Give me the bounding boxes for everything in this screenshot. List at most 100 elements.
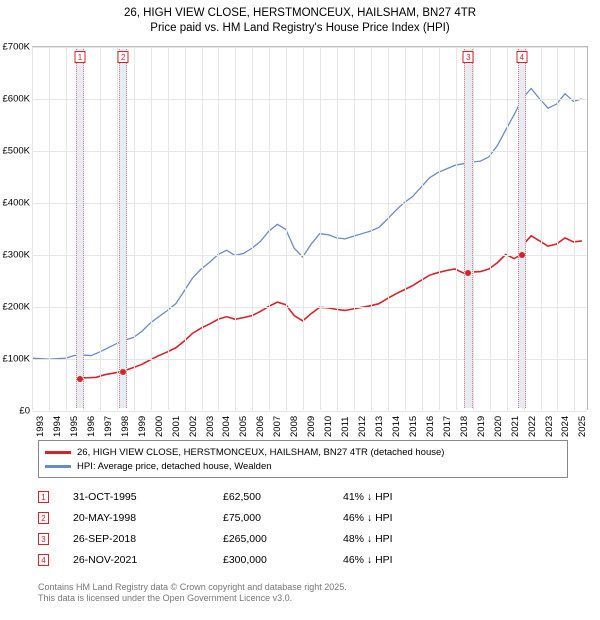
x-axis-label: 2024 xyxy=(560,416,571,437)
legend-label-hpi: HPI: Average price, detached house, Weal… xyxy=(77,461,272,472)
gridline-v xyxy=(252,47,253,410)
transaction-date: 20-MAY-1998 xyxy=(73,512,223,524)
transaction-diff: 41% ↓ HPI xyxy=(343,491,463,503)
gridline-v xyxy=(185,47,186,410)
x-axis-label: 2023 xyxy=(544,416,555,437)
x-axis-label: 1993 xyxy=(35,416,46,437)
gridline-v xyxy=(337,47,338,410)
gridline-v xyxy=(303,47,304,410)
transactions-table: 131-OCT-1995£62,50041% ↓ HPI 2 20-MAY-1998… xyxy=(38,486,568,570)
x-axis-label: 2008 xyxy=(289,416,300,437)
gridline-v xyxy=(269,47,270,410)
title-line-1: 26, HIGH VIEW CLOSE, HERSTMONCEUX, HAILS… xyxy=(0,6,600,21)
gridline-v xyxy=(49,47,50,410)
chart-series-svg xyxy=(32,47,587,410)
gridline-v xyxy=(320,47,321,410)
y-axis-label: £500K xyxy=(0,146,30,157)
transaction-marker: 4 xyxy=(516,51,527,63)
legend-row-paid: 26, HIGH VIEW CLOSE, HERSTMONCEUX, HAILS… xyxy=(45,445,561,459)
x-axis-label: 2005 xyxy=(238,416,249,437)
gridline-h xyxy=(32,47,587,48)
transaction-date: 26-SEP-2018 xyxy=(73,533,223,545)
x-axis-label: 2017 xyxy=(442,416,453,437)
transaction-diff: 46% ↓ HPI xyxy=(343,512,463,524)
transaction-row: 326-SEP-2018£265,00048% ↓ HPI xyxy=(38,528,568,549)
x-axis-label: 2022 xyxy=(527,416,538,437)
transaction-date: 26-NOV-2021 xyxy=(73,554,223,566)
gridline-v xyxy=(388,47,389,410)
x-axis-label: 2016 xyxy=(425,416,436,437)
gridline-v xyxy=(439,47,440,410)
transaction-marker: 2 xyxy=(118,51,129,63)
x-axis-label: 2018 xyxy=(459,416,470,437)
x-axis-label: 2012 xyxy=(357,416,368,437)
gridline-h xyxy=(32,203,587,204)
legend-swatch-paid xyxy=(45,451,71,454)
x-axis-label: 2011 xyxy=(340,417,351,437)
transaction-diff: 46% ↓ HPI xyxy=(343,554,463,566)
transaction-badge: 4 xyxy=(38,554,49,566)
gridline-h xyxy=(32,359,587,360)
chart-container: 26, HIGH VIEW CLOSE, HERSTMONCEUX, HAILS… xyxy=(0,0,600,620)
gridline-v xyxy=(66,47,67,410)
gridline-v xyxy=(235,47,236,410)
gridline-v xyxy=(473,47,474,410)
gridline-v xyxy=(354,47,355,410)
x-axis-label: 2010 xyxy=(323,416,334,437)
transaction-row: 131-OCT-1995£62,50041% ↓ HPI xyxy=(38,486,568,507)
transaction-marker: 3 xyxy=(463,51,474,63)
y-axis-label: £600K xyxy=(0,94,30,105)
gridline-h xyxy=(32,307,587,308)
x-axis-label: 2014 xyxy=(391,416,402,437)
transaction-badge: 1 xyxy=(38,491,49,503)
transaction-price: £62,500 xyxy=(223,491,343,503)
x-axis-label: 2013 xyxy=(374,416,385,437)
transaction-badge: 2 xyxy=(38,512,49,524)
gridline-v xyxy=(541,47,542,410)
x-axis-label: 2000 xyxy=(154,416,165,437)
gridline-v xyxy=(218,47,219,410)
transaction-marker: 1 xyxy=(74,51,85,63)
transaction-dot xyxy=(77,376,83,382)
gridline-v xyxy=(117,47,118,410)
transaction-dot xyxy=(465,270,471,276)
gridline-v xyxy=(134,47,135,410)
gridline-h xyxy=(32,411,587,412)
gridline-h xyxy=(32,151,587,152)
gridline-h xyxy=(32,255,587,256)
gridline-h xyxy=(32,99,587,100)
transaction-row: 426-NOV-2021£300,00046% ↓ HPI xyxy=(38,549,568,570)
title-block: 26, HIGH VIEW CLOSE, HERSTMONCEUX, HAILS… xyxy=(0,0,600,36)
x-axis-label: 2007 xyxy=(272,416,283,437)
gridline-v xyxy=(151,47,152,410)
transaction-badge: 3 xyxy=(38,533,49,545)
x-axis-label: 2015 xyxy=(408,416,419,437)
y-axis-label: £0 xyxy=(0,406,30,417)
x-axis-label: 2025 xyxy=(577,416,588,437)
x-axis-label: 1994 xyxy=(52,416,63,437)
transaction-dot xyxy=(120,369,126,375)
x-axis-label: 2019 xyxy=(476,416,487,437)
transaction-row: 2 20-MAY-1998£75,00046% ↓ HPI xyxy=(38,507,568,528)
chart-plot-area: £0£100K£200K£300K£400K£500K£600K£700K199… xyxy=(32,46,588,410)
transaction-band xyxy=(518,49,526,408)
transaction-band xyxy=(464,49,472,408)
legend-box: 26, HIGH VIEW CLOSE, HERSTMONCEUX, HAILS… xyxy=(38,440,568,478)
series-hpi xyxy=(32,88,582,359)
gridline-v xyxy=(490,47,491,410)
x-axis-label: 2001 xyxy=(171,416,182,437)
transaction-price: £75,000 xyxy=(223,512,343,524)
gridline-v xyxy=(422,47,423,410)
footer-line-2: This data is licensed under the Open Gov… xyxy=(38,593,347,604)
transaction-band xyxy=(76,49,84,408)
transaction-diff: 48% ↓ HPI xyxy=(343,533,463,545)
legend-label-paid: 26, HIGH VIEW CLOSE, HERSTMONCEUX, HAILS… xyxy=(77,447,444,458)
footer-line-1: Contains HM Land Registry data © Crown c… xyxy=(38,582,347,593)
x-axis-label: 2021 xyxy=(510,416,521,437)
gridline-v xyxy=(456,47,457,410)
title-line-2: Price paid vs. HM Land Registry's House … xyxy=(0,21,600,36)
y-axis-label: £200K xyxy=(0,302,30,313)
gridline-v xyxy=(100,47,101,410)
gridline-v xyxy=(371,47,372,410)
x-axis-label: 2003 xyxy=(205,416,216,437)
